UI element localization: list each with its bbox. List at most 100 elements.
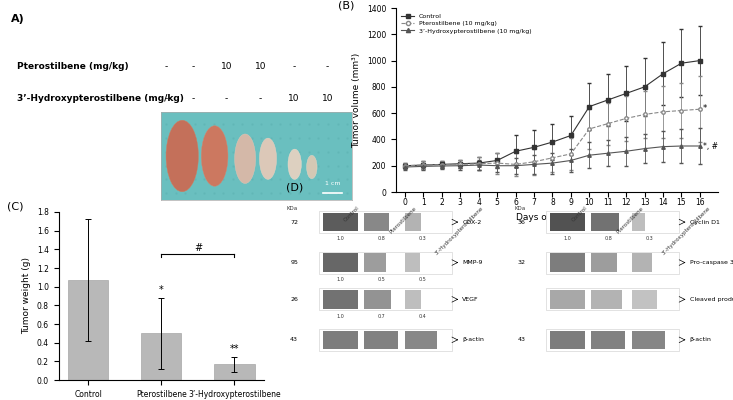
Text: (C): (C) — [7, 202, 24, 212]
Text: Control: Control — [343, 206, 361, 223]
Bar — [591, 331, 625, 349]
Text: 0.8: 0.8 — [377, 236, 385, 242]
Bar — [364, 213, 389, 231]
Bar — [591, 213, 619, 231]
Bar — [319, 211, 452, 233]
Text: 1.0: 1.0 — [564, 236, 571, 242]
Bar — [546, 288, 679, 310]
Text: 26: 26 — [290, 297, 298, 302]
Text: 43: 43 — [290, 337, 298, 342]
Bar — [323, 290, 358, 308]
Text: 72: 72 — [290, 220, 298, 224]
Ellipse shape — [306, 155, 317, 179]
Bar — [319, 252, 452, 274]
Bar — [591, 290, 622, 308]
Text: KDa: KDa — [514, 206, 526, 210]
Bar — [68, 280, 108, 380]
Text: COX-2: COX-2 — [463, 220, 482, 224]
Bar — [405, 253, 420, 272]
Bar — [546, 252, 679, 274]
Text: 32: 32 — [517, 260, 526, 265]
Ellipse shape — [288, 149, 301, 179]
Text: 10: 10 — [221, 62, 232, 71]
Text: -: - — [191, 94, 194, 103]
Ellipse shape — [202, 126, 228, 186]
Bar — [550, 331, 585, 349]
Bar — [632, 331, 665, 349]
Bar — [550, 290, 585, 308]
Text: **: ** — [229, 344, 239, 354]
Text: -: - — [225, 94, 228, 103]
Text: *: * — [703, 104, 707, 112]
Bar — [591, 253, 617, 272]
Bar — [632, 253, 652, 272]
Bar — [632, 213, 645, 231]
Text: VEGF: VEGF — [463, 297, 479, 302]
Bar — [214, 364, 254, 380]
Text: -: - — [191, 62, 194, 71]
Text: β-actin: β-actin — [463, 337, 485, 342]
Text: 10: 10 — [288, 94, 300, 103]
Text: 3’-Hydroxypterostilbene: 3’-Hydroxypterostilbene — [434, 206, 484, 256]
Text: KDa: KDa — [287, 206, 298, 210]
Text: #: # — [194, 243, 202, 253]
Text: Control: Control — [570, 206, 588, 223]
Text: -: - — [164, 62, 167, 71]
Text: 0.3: 0.3 — [646, 236, 653, 242]
Text: Pro-caspase 3: Pro-caspase 3 — [690, 260, 733, 265]
Bar — [546, 211, 679, 233]
Text: 3’-Hydroxypterostilbene (mg/kg): 3’-Hydroxypterostilbene (mg/kg) — [18, 94, 184, 103]
Bar — [405, 331, 437, 349]
Text: -: - — [326, 62, 329, 71]
Bar — [364, 290, 391, 308]
Text: 1.0: 1.0 — [336, 236, 344, 242]
Ellipse shape — [235, 134, 256, 184]
Text: 0.3: 0.3 — [419, 236, 426, 242]
Bar — [323, 253, 358, 272]
Text: 10: 10 — [322, 94, 334, 103]
Text: 1.0: 1.0 — [336, 314, 344, 319]
Text: Cyclin D1: Cyclin D1 — [690, 220, 720, 224]
Text: 1 cm: 1 cm — [325, 181, 341, 186]
Bar — [319, 288, 452, 310]
Text: 0.5: 0.5 — [377, 277, 385, 282]
Bar — [405, 213, 421, 231]
Text: Pterostilbene: Pterostilbene — [616, 206, 645, 234]
Text: *, #: *, # — [703, 142, 718, 151]
Text: 0.5: 0.5 — [419, 277, 426, 282]
Text: -: - — [259, 94, 262, 103]
Bar — [364, 331, 397, 349]
Text: *: * — [159, 285, 163, 295]
Text: A): A) — [11, 14, 24, 24]
Y-axis label: Tumor volume (mm³): Tumor volume (mm³) — [352, 52, 361, 148]
Bar — [632, 290, 657, 308]
Text: 1.0: 1.0 — [336, 277, 344, 282]
Text: 10: 10 — [254, 62, 266, 71]
Text: 36: 36 — [517, 220, 526, 224]
Y-axis label: Tumor weight (g): Tumor weight (g) — [22, 258, 32, 334]
Text: 3’-Hydroxypterostilbene: 3’-Hydroxypterostilbene — [661, 206, 711, 256]
Text: 0.7: 0.7 — [377, 314, 385, 319]
Bar — [550, 213, 585, 231]
Ellipse shape — [166, 120, 199, 192]
Text: 0.8: 0.8 — [605, 236, 612, 242]
Legend: Control, Pterostilbene (10 mg/kg), 3’-Hydroxypterostilbene (10 mg/kg): Control, Pterostilbene (10 mg/kg), 3’-Hy… — [399, 11, 534, 36]
Ellipse shape — [259, 138, 276, 179]
Bar — [319, 329, 452, 351]
Text: MMP-9: MMP-9 — [463, 260, 483, 265]
Text: β-actin: β-actin — [690, 337, 712, 342]
Text: -: - — [164, 94, 167, 103]
Text: (D): (D) — [286, 183, 303, 193]
Text: 95: 95 — [290, 260, 298, 265]
Text: Pterostilbene (mg/kg): Pterostilbene (mg/kg) — [18, 62, 129, 71]
Text: Cleaved product: Cleaved product — [690, 297, 733, 302]
Text: 0.4: 0.4 — [419, 314, 426, 319]
Bar — [323, 331, 358, 349]
Text: Pterostilbene: Pterostilbene — [388, 206, 418, 234]
Bar — [364, 253, 386, 272]
X-axis label: Days of treatment: Days of treatment — [516, 213, 598, 222]
Text: (B): (B) — [338, 1, 354, 11]
Bar — [141, 333, 181, 380]
Bar — [550, 253, 585, 272]
Text: 43: 43 — [517, 337, 526, 342]
